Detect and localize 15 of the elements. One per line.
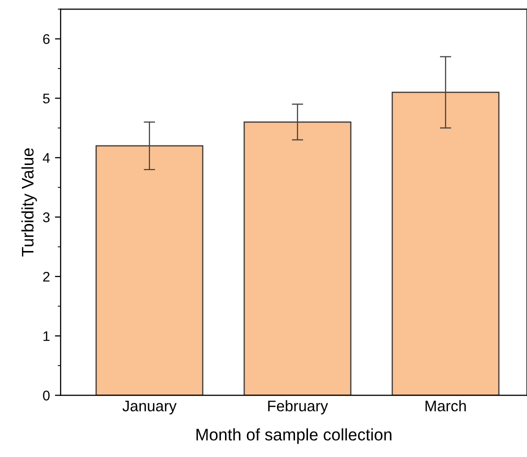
- bar: [244, 121, 352, 396]
- y-tick-label: 6: [43, 34, 50, 44]
- bar: [96, 145, 204, 396]
- x-tick-label: March: [426, 400, 466, 412]
- y-tick-label: 0: [43, 390, 50, 400]
- x-axis-title: Month of sample collection: [196, 428, 392, 444]
- x-tick-label: January: [122, 400, 177, 414]
- y-tick-label: 1: [44, 331, 50, 341]
- x-tick-label: February: [268, 400, 328, 414]
- y-axis-title: Turbidity Value: [21, 148, 37, 256]
- y-tick-label: 4: [42, 153, 50, 163]
- y-tick-label: 3: [42, 212, 50, 222]
- y-tick-label: 2: [43, 272, 50, 282]
- bar: [392, 92, 500, 396]
- y-tick-label: 5: [43, 94, 50, 104]
